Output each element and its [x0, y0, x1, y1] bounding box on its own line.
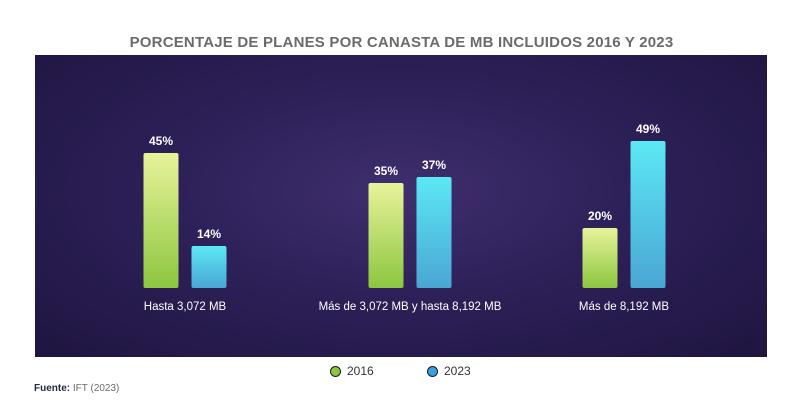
data-label-2023-cat1: 37%	[422, 158, 446, 172]
bar-2023-cat1	[416, 177, 452, 288]
category-label-0: Hasta 3,072 MB	[144, 301, 227, 313]
legend-item-2023: 2023	[427, 364, 471, 378]
legend-swatch-2016	[330, 365, 341, 377]
data-label-2023-cat0: 14%	[197, 227, 221, 241]
source-text: IFT (2023)	[72, 383, 120, 394]
bar-2016-cat1	[368, 183, 404, 288]
bar-2016-cat2	[582, 228, 618, 288]
legend-label-2016: 2016	[347, 364, 374, 378]
plot-panel: 45% 14% Hasta 3,072 MB 35% 37% Más de 3,072 M…	[35, 55, 767, 357]
legend-swatch-2023	[427, 365, 438, 377]
data-label-2016-cat2: 20%	[588, 209, 612, 223]
source-note: Fuente: IFT (2023)	[34, 383, 119, 394]
chart-title: PORCENTAJE DE PLANES POR CANASTA DE MB I…	[129, 34, 674, 51]
bar-2016-cat0	[143, 153, 179, 288]
bar-chart: 45% 14% Hasta 3,072 MB 35% 37% Más de 3,072 M…	[143, 122, 669, 313]
data-label-2016-cat1: 35%	[374, 164, 398, 178]
data-label-2023-cat2: 49%	[636, 122, 660, 136]
legend: 2016 2023	[0, 364, 803, 380]
bar-2023-cat2	[630, 141, 666, 288]
source-label: Fuente:	[34, 383, 71, 394]
legend-item-2016: 2016	[330, 364, 374, 378]
bar-2023-cat0	[191, 246, 227, 288]
category-label-2: Más de 8,192 MB	[579, 301, 669, 313]
legend-label-2023: 2023	[444, 364, 471, 378]
data-label-2016-cat0: 45%	[149, 134, 173, 148]
category-label-1: Más de 3,072 MB y hasta 8,192 MB	[319, 301, 502, 313]
